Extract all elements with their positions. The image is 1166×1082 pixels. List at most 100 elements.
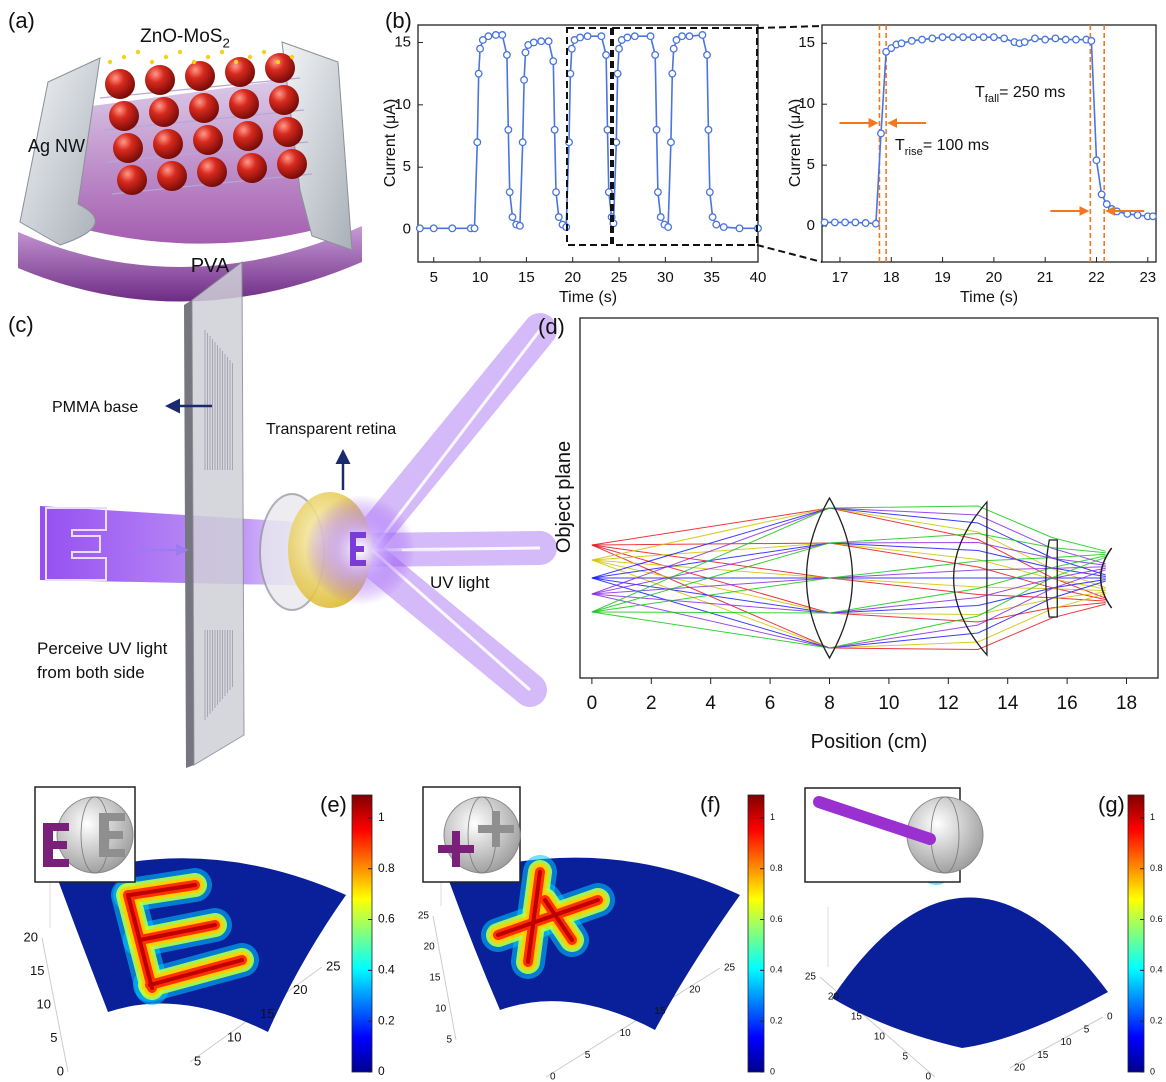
text-part: = 250 ms	[999, 84, 1065, 101]
x-tick-label: 4	[705, 693, 716, 714]
pattern-glyph	[813, 796, 936, 845]
ray	[591, 541, 1106, 595]
data-point	[1041, 35, 1050, 44]
sulfur-dot	[177, 49, 183, 55]
data-point	[887, 44, 896, 53]
data-point	[979, 33, 988, 42]
y-tick-label: 0	[807, 217, 815, 234]
panel-label: (c)	[8, 312, 34, 337]
data-point	[613, 69, 622, 78]
data-point	[666, 138, 675, 147]
colorbar-tick-label: 1	[1150, 812, 1155, 822]
colorbar	[1127, 794, 1145, 1073]
data-point	[550, 125, 559, 134]
x-tick-label: 6	[765, 693, 776, 714]
heat-region	[496, 898, 600, 937]
data-point	[1092, 156, 1101, 165]
data-point	[504, 125, 513, 134]
nanoparticle	[237, 153, 267, 183]
x-tick-label: 0	[550, 1072, 556, 1082]
x-tick-label: 19	[934, 269, 951, 286]
x-tick-label: 30	[657, 269, 674, 286]
data-point	[1097, 190, 1106, 199]
x-tick-label: 10	[878, 693, 899, 714]
nanoparticle	[229, 89, 259, 119]
data-point	[928, 34, 937, 43]
panel-label: (g)	[1098, 792, 1125, 817]
x-tick-label: 20	[564, 269, 581, 286]
data-point	[1061, 35, 1070, 44]
ray	[591, 505, 1106, 613]
heat-region	[148, 958, 244, 987]
data-point	[959, 33, 968, 42]
y-tick-label: 5	[446, 1035, 452, 1046]
heat-region	[138, 923, 217, 942]
panel-label: (e)	[320, 792, 347, 817]
nanoparticle	[145, 65, 175, 95]
zoom-guide	[756, 25, 823, 29]
data-point	[735, 224, 744, 233]
ray	[591, 542, 1106, 601]
x-tick-label: 20	[986, 269, 1003, 286]
sulfur-dot	[163, 54, 169, 60]
nanoparticle	[225, 57, 255, 87]
sulfur-dot	[275, 59, 281, 65]
colorbar-tick-label: 0.2	[770, 1016, 783, 1026]
data-point	[470, 224, 479, 233]
data-point	[615, 44, 623, 53]
x-tick-label: 17	[832, 269, 849, 286]
data-point	[877, 129, 885, 138]
label: PMMA base	[52, 399, 138, 416]
data-point	[1051, 34, 1060, 43]
data-point	[685, 32, 694, 41]
sulfur-dot	[149, 59, 155, 65]
data-point	[602, 50, 611, 59]
x-tick-label: 15	[1037, 1050, 1049, 1061]
data-point	[508, 213, 517, 222]
x-tick-label: 5	[585, 1050, 591, 1061]
subscript: 2	[222, 36, 229, 51]
data-point	[652, 125, 661, 134]
x-tick-label: 10	[620, 1028, 632, 1039]
heat-region	[128, 883, 197, 897]
data-point	[544, 37, 553, 46]
y-tick-label: 5	[902, 1052, 908, 1063]
y-tick-label: 10	[37, 996, 51, 1011]
data-point	[668, 69, 677, 78]
data-point	[474, 69, 483, 78]
data-point	[918, 35, 926, 44]
data-point	[678, 32, 686, 41]
ray	[591, 553, 1106, 613]
data-point	[515, 221, 524, 230]
panel-label: (b)	[385, 8, 412, 33]
heat-region	[526, 870, 542, 964]
data-point	[502, 50, 511, 59]
data-point	[415, 224, 424, 233]
y-tick-label: 20	[828, 992, 840, 1003]
data-point	[989, 33, 998, 42]
data-point	[705, 188, 714, 197]
ray	[591, 559, 1106, 592]
text-part: T	[895, 137, 905, 154]
data-point	[719, 223, 728, 232]
y-tick-label: 5	[807, 156, 815, 173]
sulfur-dot	[219, 49, 225, 55]
data-point	[1133, 211, 1142, 220]
data-point	[537, 37, 546, 46]
ray	[591, 507, 1106, 595]
sulfur-dot	[289, 54, 295, 60]
colorbar-tick-label: 0.2	[1150, 1016, 1163, 1026]
x-tick-label: 18	[883, 269, 900, 286]
data-point	[552, 188, 560, 197]
x-tick-label: 22	[1088, 269, 1105, 286]
x-tick-label: 8	[824, 693, 835, 714]
x-tick-label: 40	[750, 269, 767, 286]
x-tick-label: 10	[1061, 1037, 1073, 1048]
colorbar-tick-label: 0.8	[1150, 863, 1163, 873]
text-part: ZnO-MoS	[140, 26, 222, 47]
data-point	[830, 218, 839, 227]
data-point	[498, 31, 507, 39]
zoom-box	[566, 27, 612, 246]
y-tick-label: 15	[851, 1012, 863, 1023]
ray	[591, 559, 1106, 616]
